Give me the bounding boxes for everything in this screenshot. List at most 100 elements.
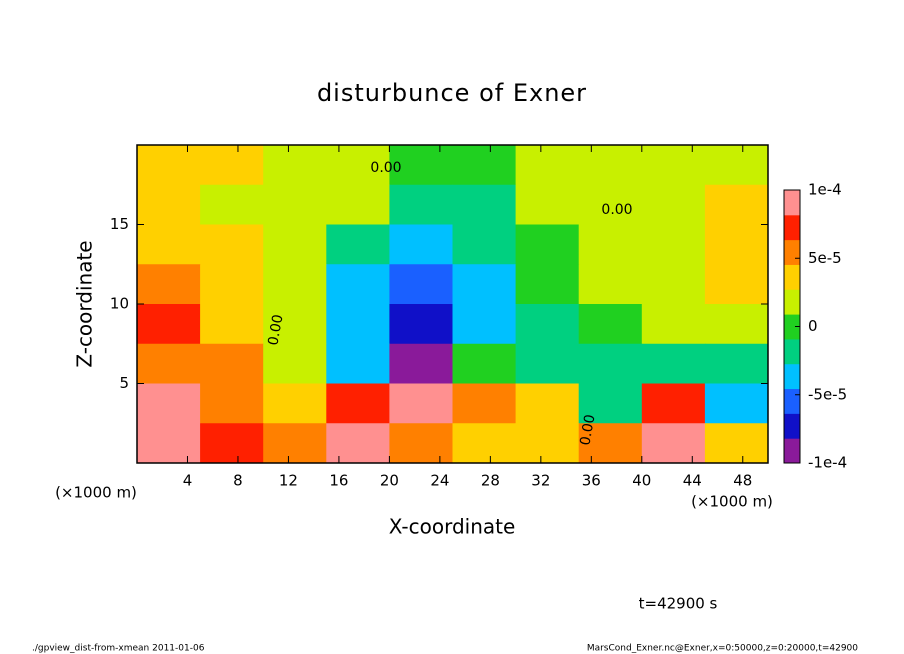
x-tick-label: 32 [531, 472, 550, 490]
heatmap-cell [515, 224, 580, 265]
heatmap-cell [641, 383, 706, 424]
heatmap-cell [641, 184, 706, 225]
x-tick-label: 48 [733, 472, 752, 490]
heatmap-cell [578, 264, 643, 305]
heatmap-cell [263, 423, 327, 464]
heatmap-cell [326, 423, 390, 464]
heatmap-cell [452, 264, 517, 305]
heatmap-cell [578, 343, 643, 384]
x-tick-label: 28 [481, 472, 500, 490]
heatmap-cell [263, 264, 327, 305]
heatmap-cell [200, 383, 264, 424]
heatmap-cell [389, 224, 453, 265]
heatmap-cell [578, 145, 643, 186]
contour-label: 0.00 [601, 202, 632, 218]
heatmap-cell [137, 304, 201, 345]
colorbar-tick-label: -1e-4 [808, 454, 847, 472]
colorbar-tick-label: 1e-4 [808, 181, 842, 199]
heatmap-cell [515, 264, 580, 305]
x-tick-label: 4 [183, 472, 193, 490]
heatmap-cell [200, 224, 264, 265]
colorbar-segment [784, 438, 800, 464]
x-tick-label: 20 [380, 472, 399, 490]
colorbar-segment [784, 190, 800, 216]
heatmap-cell [452, 224, 517, 265]
heatmap-cell [515, 184, 580, 225]
footer-right: MarsCond_Exner.nc@Exner,x=0:50000,z=0:20… [587, 644, 858, 654]
heatmap-cell [137, 423, 201, 464]
heatmap-cell [389, 423, 453, 464]
heatmap-cell [200, 343, 264, 384]
x-tick-label: 16 [329, 472, 348, 490]
heatmap-cell [263, 383, 327, 424]
colorbar-segment [784, 264, 800, 290]
heatmap-cell [515, 304, 580, 345]
x-axis-title: X-coordinate [389, 515, 516, 539]
heatmap-cell [389, 264, 453, 305]
colorbar-segment [784, 289, 800, 315]
heatmap-cell [200, 423, 264, 464]
colorbar-segment [784, 239, 800, 265]
heatmap-cell [452, 343, 517, 384]
heatmap-cell [704, 184, 769, 225]
heatmap-cell [641, 145, 706, 186]
heatmap-cell [452, 304, 517, 345]
colorbar-tick-label: 0 [808, 317, 818, 335]
heatmap-cell [641, 264, 706, 305]
heatmap-cell [452, 145, 517, 186]
heatmap-cell [200, 184, 264, 225]
y-axis-title: Z-coordinate [73, 240, 97, 367]
heatmap-cell [200, 304, 264, 345]
heatmap-cell [137, 224, 201, 265]
colorbar-segment [784, 363, 800, 390]
heatmap-cell [137, 343, 201, 384]
heatmap-cell [263, 145, 327, 186]
colorbar-segment [784, 314, 800, 340]
contour-label: 0.00 [370, 160, 401, 176]
x-tick-label: 40 [632, 472, 651, 490]
heatmap-cell [452, 383, 517, 424]
heatmap-cell [452, 423, 517, 464]
colorbar-tick-label: 5e-5 [808, 249, 842, 267]
chart-title: disturbunce of Exner [317, 79, 587, 107]
heatmap-cell [137, 145, 201, 186]
heatmap-cell [326, 145, 390, 186]
heatmap-cell [515, 383, 580, 424]
y-unit: (×1000 m) [55, 484, 137, 502]
heatmap-cell [515, 145, 580, 186]
heatmap-cell [641, 423, 706, 464]
heatmap-cell [389, 145, 453, 186]
x-tick-label: 24 [430, 472, 449, 490]
heatmap-cell [326, 184, 390, 225]
heatmap-cell [578, 304, 643, 345]
heatmap-cell [704, 264, 769, 305]
heatmap-cell [704, 343, 769, 384]
x-tick-label: 36 [582, 472, 601, 490]
y-tick-label: 5 [119, 374, 129, 392]
x-tick-label: 44 [683, 472, 702, 490]
heatmap-cell [641, 224, 706, 265]
colorbar-segment [784, 214, 800, 241]
heatmap-cell [137, 264, 201, 305]
colorbar-tick-label: -5e-5 [808, 385, 847, 403]
heatmap-cell [389, 383, 453, 424]
contour-label: 0.00 [265, 313, 286, 346]
heatmap-cell [578, 184, 643, 225]
y-tick-label: 15 [110, 215, 129, 233]
heatmap-cell [704, 145, 769, 186]
heatmap-cell [326, 343, 390, 384]
heatmap-cell [137, 184, 201, 225]
heatmap-cell [452, 184, 517, 225]
heatmap-cell [578, 423, 643, 464]
heatmap-cell [263, 224, 327, 265]
heatmap-cell [200, 264, 264, 305]
x-unit: (×1000 m) [691, 493, 773, 511]
heatmap-cell [515, 423, 580, 464]
heatmap-cell [263, 304, 327, 345]
heatmap-cell [578, 224, 643, 265]
heatmap-cell [389, 184, 453, 225]
heatmap-cell [137, 383, 201, 424]
heatmap-cell [326, 264, 390, 305]
heatmap-cell [641, 304, 706, 345]
